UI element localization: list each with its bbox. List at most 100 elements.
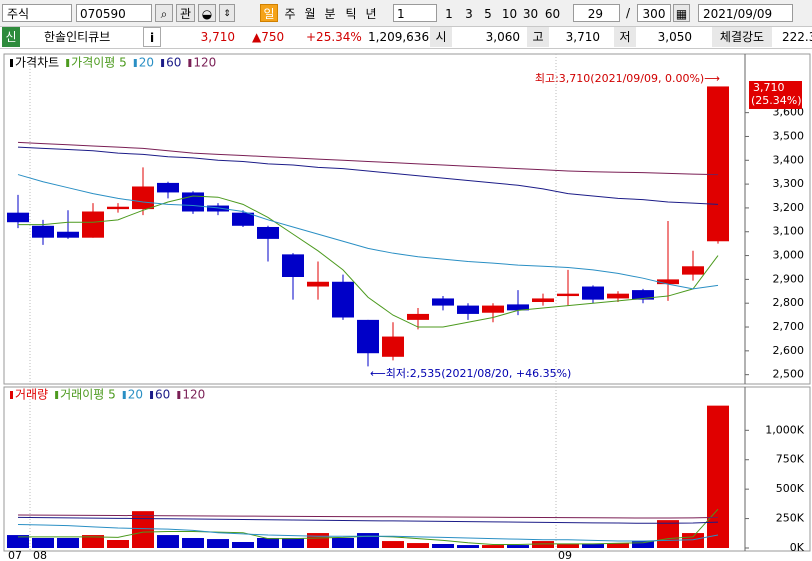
legend-swatch (122, 391, 126, 399)
candle-body (157, 182, 179, 193)
candle-body (682, 266, 704, 275)
legend-swatch (177, 391, 181, 399)
candle-body (57, 231, 79, 238)
toolbar: 주식 070590 ⌕ 관 ◒ ⇕ 1 29 / 300 ▦ 2021/09/0… (0, 0, 812, 27)
quick-interval[interactable]: 10 (500, 4, 519, 22)
info-button[interactable]: i (143, 27, 161, 47)
candle-body (132, 186, 154, 210)
legend-label: 120 (182, 388, 205, 402)
legend-swatch (188, 59, 192, 67)
volume-bar (357, 533, 379, 548)
y-tick-label: 3,400 (773, 153, 805, 166)
quick-interval[interactable]: 5 (480, 4, 496, 22)
volume-bar (107, 539, 129, 548)
y-tick-label: 2,800 (773, 296, 805, 309)
legend-swatch (150, 391, 154, 399)
volume-bar (557, 543, 579, 548)
spin-button[interactable]: ⇕ (219, 4, 235, 22)
period-button[interactable]: 일 (260, 4, 278, 22)
candle-body (607, 293, 629, 299)
volume-bar (332, 537, 354, 548)
volume-panel (3, 386, 811, 552)
price-tag-value: 3,710 (753, 81, 785, 94)
volume-bar (407, 543, 429, 548)
open: 3,060 (485, 30, 520, 44)
candle-body (582, 286, 604, 300)
y-tick-label: 2,700 (773, 320, 805, 333)
volume-bar (32, 537, 54, 548)
option-button[interactable]: ▦ (673, 4, 690, 22)
market-select[interactable]: 주식 (2, 4, 72, 22)
price: 3,710 (200, 30, 235, 44)
y-tick-label: 3,500 (773, 129, 805, 142)
stock-name: 한솔인티큐브 (44, 30, 111, 44)
low: 3,050 (657, 30, 692, 44)
quick-interval[interactable]: 60 (543, 4, 562, 22)
volume-bar (232, 541, 254, 548)
period-button[interactable]: 분 (321, 4, 339, 22)
quick-interval[interactable]: 3 (461, 4, 477, 22)
period-button[interactable]: 주 (281, 4, 299, 22)
period-button[interactable]: 월 (301, 4, 319, 22)
moving-average-line (17, 141, 719, 176)
quick-interval[interactable]: 1 (441, 4, 457, 22)
period-button[interactable]: 틱 (342, 4, 360, 22)
code-input[interactable]: 070590 (76, 4, 152, 22)
candle-body (182, 192, 204, 212)
candle-body (632, 290, 654, 300)
volume: 1,209,636 (368, 30, 430, 44)
watch-button[interactable]: 관 (176, 4, 195, 22)
candle-body (357, 319, 379, 354)
date-input[interactable]: 2021/09/09 (698, 4, 793, 22)
volume-bar (182, 537, 204, 548)
candle-body (532, 298, 554, 303)
low-label: 저 (614, 27, 636, 47)
price-panel (3, 53, 811, 385)
y-tick-label: 0K (790, 541, 805, 554)
moving-average-line (18, 195, 719, 328)
legend-label: 가격차트 (15, 56, 59, 70)
x-tick-label: 07 (8, 549, 22, 561)
candle-body (707, 86, 729, 242)
legend-label: 120 (193, 56, 216, 70)
candle-body (282, 254, 304, 277)
volume-bar (582, 543, 604, 548)
legend-label: 60 (155, 388, 170, 402)
legend-swatch (10, 59, 13, 67)
candle-body (232, 212, 254, 226)
volume-bar (482, 545, 504, 548)
candle-body (457, 305, 479, 314)
low-note: ⟵최저:2,535(2021/08/20, +46.35%) (370, 367, 571, 380)
search-button[interactable]: ⌕ (155, 4, 173, 22)
rate: +25.34% (306, 30, 362, 44)
legend-label: 거래량 (15, 388, 48, 402)
y-tick-label: 1,000K (765, 423, 804, 436)
volume-bar (207, 539, 229, 548)
strength: 222.3 (782, 30, 812, 44)
total-input[interactable]: 300 (637, 4, 671, 22)
count-input[interactable]: 29 (573, 4, 620, 22)
candle-body (407, 313, 429, 320)
interval-select[interactable]: 1 (393, 4, 437, 22)
change: ▲750 (252, 30, 285, 44)
period-button[interactable]: 년 (362, 4, 380, 22)
y-tick-label: 500K (776, 482, 805, 495)
info-bar: 신 한솔인티큐브 i 3,710 ▲750 +25.34% 1,209,636 … (0, 27, 812, 49)
y-tick-label: 2,900 (773, 272, 805, 285)
legend-swatch (161, 59, 165, 67)
volume-bar (607, 543, 629, 548)
x-tick-label: 09 (558, 549, 572, 561)
moving-average-line (17, 174, 719, 290)
volume-bar (382, 541, 404, 548)
y-tick-label: 2,500 (773, 368, 805, 381)
volume-bar (157, 535, 179, 548)
volume-bar (82, 535, 104, 548)
price-tag-rate: (25.34%) (751, 94, 802, 107)
volume-bar (657, 520, 679, 548)
candle-body (332, 281, 354, 318)
quick-interval[interactable]: 30 (521, 4, 540, 22)
volume-bar (57, 537, 79, 548)
tool-button[interactable]: ◒ (198, 4, 216, 22)
volume-bar (432, 543, 454, 548)
